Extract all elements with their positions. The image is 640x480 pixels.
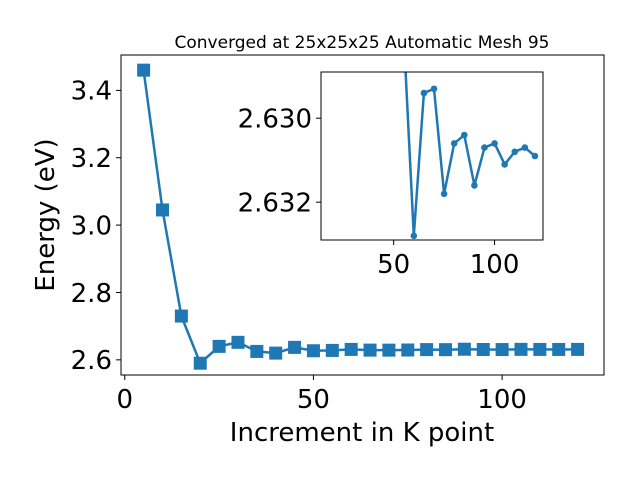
main-data-point bbox=[306, 344, 320, 358]
main-y-tick-label: 2.6 bbox=[71, 346, 112, 376]
inset-x-tick-label: 100 bbox=[470, 250, 520, 280]
x-axis-label: Increment in K point bbox=[230, 418, 494, 448]
main-x-axis: 0 50 100 bbox=[117, 375, 527, 415]
main-x-tick-label: 0 bbox=[117, 385, 134, 415]
main-data-point bbox=[231, 335, 245, 349]
main-x-tick-label: 50 bbox=[297, 385, 330, 415]
main-data-point bbox=[193, 356, 207, 370]
main-data-point bbox=[552, 342, 566, 356]
chart-title: Converged at 25x25x25 Automatic Mesh 95 bbox=[175, 33, 550, 53]
y-axis-label: Energy (eV) bbox=[31, 138, 61, 291]
inset-background bbox=[321, 72, 543, 240]
inset-data-point bbox=[521, 144, 529, 151]
main-data-point bbox=[250, 344, 264, 358]
inset-x-axis: 50 100 bbox=[377, 240, 519, 280]
inset-chart: 50 100 2.630 2.632 bbox=[238, 71, 544, 280]
main-data-point bbox=[382, 343, 396, 357]
main-data-point bbox=[137, 63, 151, 77]
main-data-point bbox=[156, 203, 170, 217]
main-data-point bbox=[420, 343, 434, 357]
main-y-tick-label: 3.0 bbox=[71, 211, 112, 241]
inset-x-tick-label: 50 bbox=[377, 250, 410, 280]
main-data-point bbox=[212, 339, 226, 353]
main-y-tick-label: 3.4 bbox=[71, 77, 112, 107]
main-data-point bbox=[288, 340, 302, 354]
main-plot-frame bbox=[120, 54, 605, 376]
main-data-point bbox=[325, 343, 339, 357]
main-data-point bbox=[495, 343, 509, 357]
inset-y-axis: 2.630 2.632 bbox=[238, 105, 321, 219]
inset-series bbox=[404, 72, 539, 240]
inset-data-point bbox=[430, 85, 438, 93]
main-series bbox=[137, 63, 585, 370]
inset-data-point bbox=[450, 140, 458, 147]
main-data-point bbox=[439, 343, 453, 357]
main-data-point bbox=[457, 342, 471, 356]
inset-data-point bbox=[471, 182, 478, 189]
inset-data-point bbox=[511, 148, 519, 156]
inset-data-point bbox=[531, 152, 539, 160]
inset-data-point bbox=[501, 161, 508, 168]
main-y-tick-label: 2.8 bbox=[71, 279, 112, 309]
inset-data-point bbox=[481, 144, 488, 151]
main-data-point bbox=[401, 343, 415, 357]
inset-y-tick-label: 2.630 bbox=[238, 105, 312, 135]
main-data-point bbox=[533, 342, 547, 356]
main-y-axis: 2.6 2.8 3.0 3.2 3.4 bbox=[71, 77, 121, 376]
inset-data-point bbox=[491, 140, 498, 147]
main-data-point bbox=[476, 343, 490, 357]
main-chart: Converged at 25x25x25 Automatic Mesh 95 … bbox=[31, 33, 605, 448]
inset-data-point bbox=[420, 89, 428, 97]
inset-data-point bbox=[440, 190, 448, 198]
main-data-point bbox=[363, 343, 377, 357]
main-data-point bbox=[571, 342, 585, 356]
inset-data-point bbox=[460, 131, 468, 139]
inset-data-point bbox=[410, 232, 418, 240]
inset-plot-frame bbox=[320, 71, 544, 241]
main-data-point bbox=[514, 342, 528, 356]
main-y-tick-label: 3.2 bbox=[71, 144, 112, 174]
main-data-point bbox=[174, 309, 188, 323]
main-x-tick-label: 100 bbox=[477, 385, 527, 415]
main-data-point bbox=[269, 346, 283, 360]
main-data-point bbox=[344, 342, 358, 356]
inset-y-tick-label: 2.632 bbox=[238, 189, 312, 219]
